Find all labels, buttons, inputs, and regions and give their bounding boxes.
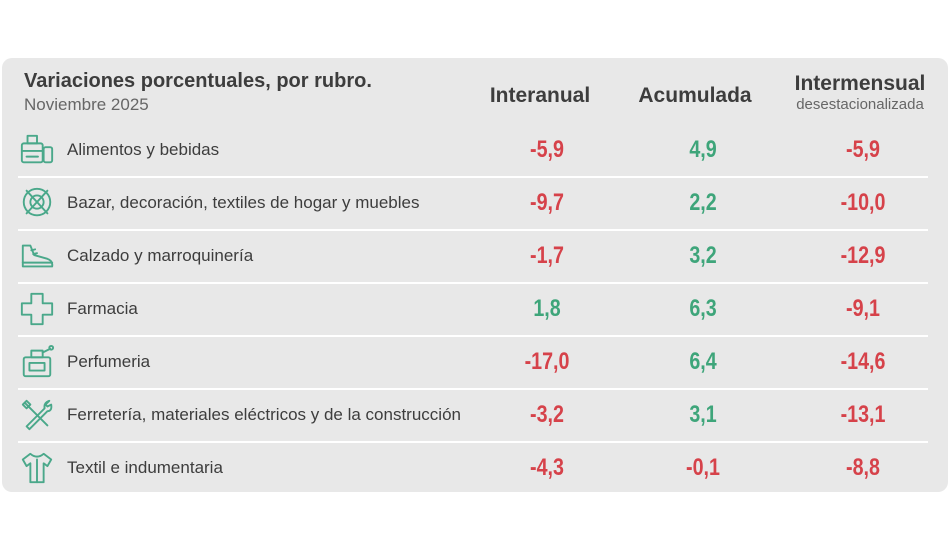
- shoe-icon: [18, 238, 56, 274]
- column-header-acumulada: Acumulada: [638, 84, 752, 107]
- pharmacy-cross-icon: [18, 291, 56, 327]
- row-label: Farmacia: [67, 299, 138, 318]
- table-row: Ferretería, materiales eléctricos y de l…: [18, 389, 928, 441]
- cell-value: 1,8: [533, 295, 561, 322]
- row-label: Ferretería, materiales eléctricos y de l…: [67, 405, 461, 424]
- table-row: Bazar, decoración, textiles de hogar y m…: [18, 177, 928, 229]
- perfume-icon: [18, 344, 56, 380]
- cell-value: 6,3: [689, 295, 717, 322]
- cell-value: 6,4: [689, 348, 717, 375]
- grocery-icon: [18, 132, 56, 168]
- cell-value: -13,1: [840, 401, 886, 428]
- row-divider: [18, 282, 928, 284]
- home-goods-icon: [18, 185, 56, 221]
- cell-value: 3,1: [689, 401, 717, 428]
- column-header-intermensual: Intermensual: [794, 72, 926, 95]
- row-label: Bazar, decoración, textiles de hogar y m…: [67, 193, 420, 212]
- row-label: Alimentos y bebidas: [67, 140, 220, 159]
- cell-value: 4,9: [689, 136, 717, 163]
- cell-value: -1,7: [530, 242, 564, 269]
- cell-value: -10,0: [840, 189, 886, 216]
- cell-value: -4,3: [530, 454, 564, 481]
- cell-value: -12,9: [840, 242, 886, 269]
- shirt-icon: [18, 450, 56, 486]
- row-divider: [18, 388, 928, 390]
- table-card: [2, 58, 948, 492]
- column-subheader-intermensual: desestacionalizada: [796, 96, 924, 113]
- cell-value: 2,2: [689, 189, 717, 216]
- table-row: Calzado y marroquinería -1,7 3,2 -12,9: [18, 230, 928, 282]
- cell-value: -3,2: [530, 401, 564, 428]
- column-header-interanual: Interanual: [489, 84, 591, 107]
- cell-value: -9,1: [846, 295, 880, 322]
- cell-value: -0,1: [686, 454, 720, 481]
- cell-value: -14,6: [840, 348, 886, 375]
- tools-icon: [18, 397, 56, 433]
- row-label: Perfumeria: [67, 352, 151, 371]
- row-divider: [18, 441, 928, 443]
- table-row: Alimentos y bebidas -5,9 4,9 -5,9: [18, 124, 928, 176]
- chart-subtitle: Noviembre 2025: [24, 95, 149, 114]
- chart-title: Variaciones porcentuales, por rubro.: [24, 70, 372, 92]
- cell-value: 3,2: [689, 242, 717, 269]
- cell-value: -8,8: [846, 454, 880, 481]
- cell-value: -17,0: [524, 348, 570, 375]
- cell-value: -5,9: [846, 136, 880, 163]
- table-row: Perfumeria -17,0 6,4 -14,6: [18, 336, 928, 388]
- row-label: Calzado y marroquinería: [67, 246, 254, 265]
- row-divider: [18, 335, 928, 337]
- table-row: Farmacia 1,8 6,3 -9,1: [18, 283, 928, 335]
- table-row: Textil e indumentaria -4,3 -0,1 -8,8: [18, 442, 928, 494]
- row-divider: [18, 176, 928, 178]
- row-divider: [18, 229, 928, 231]
- cell-value: -5,9: [530, 136, 564, 163]
- row-label: Textil e indumentaria: [67, 458, 223, 477]
- cell-value: -9,7: [530, 189, 564, 216]
